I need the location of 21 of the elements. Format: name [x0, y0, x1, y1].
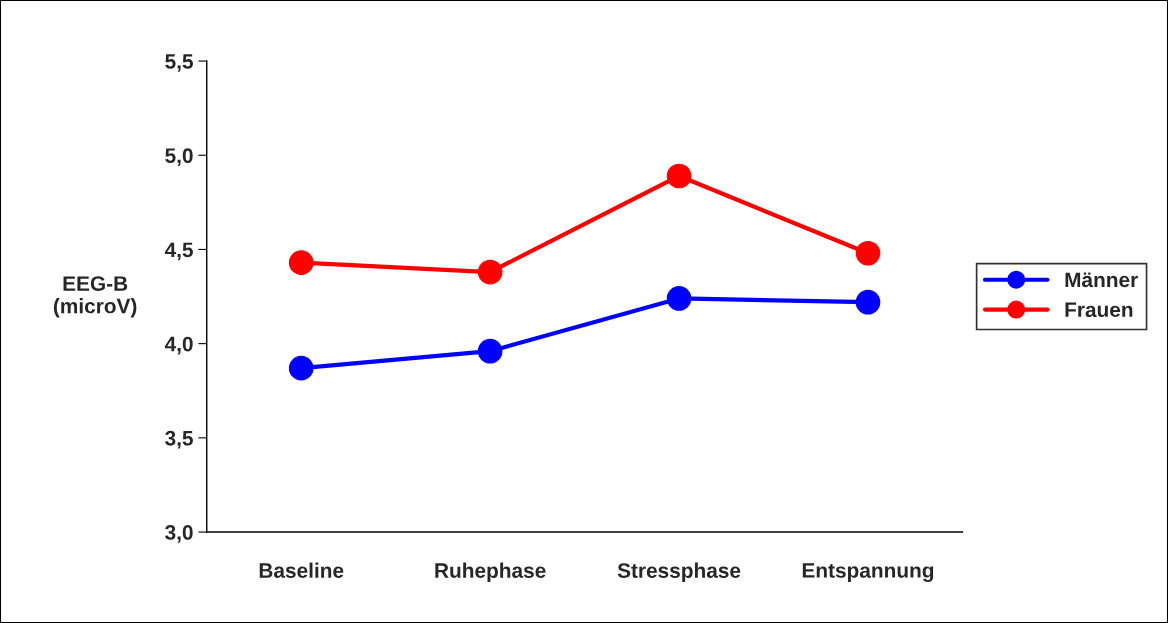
- legend-label: Frauen: [1065, 302, 1133, 318]
- y-tick-label: 5,5: [165, 54, 193, 72]
- point: [477, 259, 503, 285]
- x-tick-label: Stressphase: [617, 562, 741, 583]
- point: [666, 163, 692, 189]
- x-tick-label: Entspannung: [802, 563, 934, 583]
- x-tick-label: Baseline: [259, 562, 344, 578]
- y-tick-label: 4,5: [164, 242, 193, 261]
- point: [855, 240, 881, 266]
- y-tick-label: 3,0: [165, 525, 193, 543]
- y-tick-label: 3,5: [165, 430, 193, 449]
- point: [666, 286, 692, 311]
- legend-label: Männer: [1065, 272, 1138, 288]
- point: [288, 355, 314, 381]
- point: [855, 289, 881, 315]
- x-tick-label: Ruhephase: [435, 562, 546, 583]
- point: [288, 250, 314, 275]
- y-tick-label: 4,0: [164, 336, 193, 355]
- y-axis-title: EEG-B (microV): [53, 276, 137, 318]
- point: [477, 338, 503, 364]
- y-tick-label: 5,0: [165, 148, 193, 167]
